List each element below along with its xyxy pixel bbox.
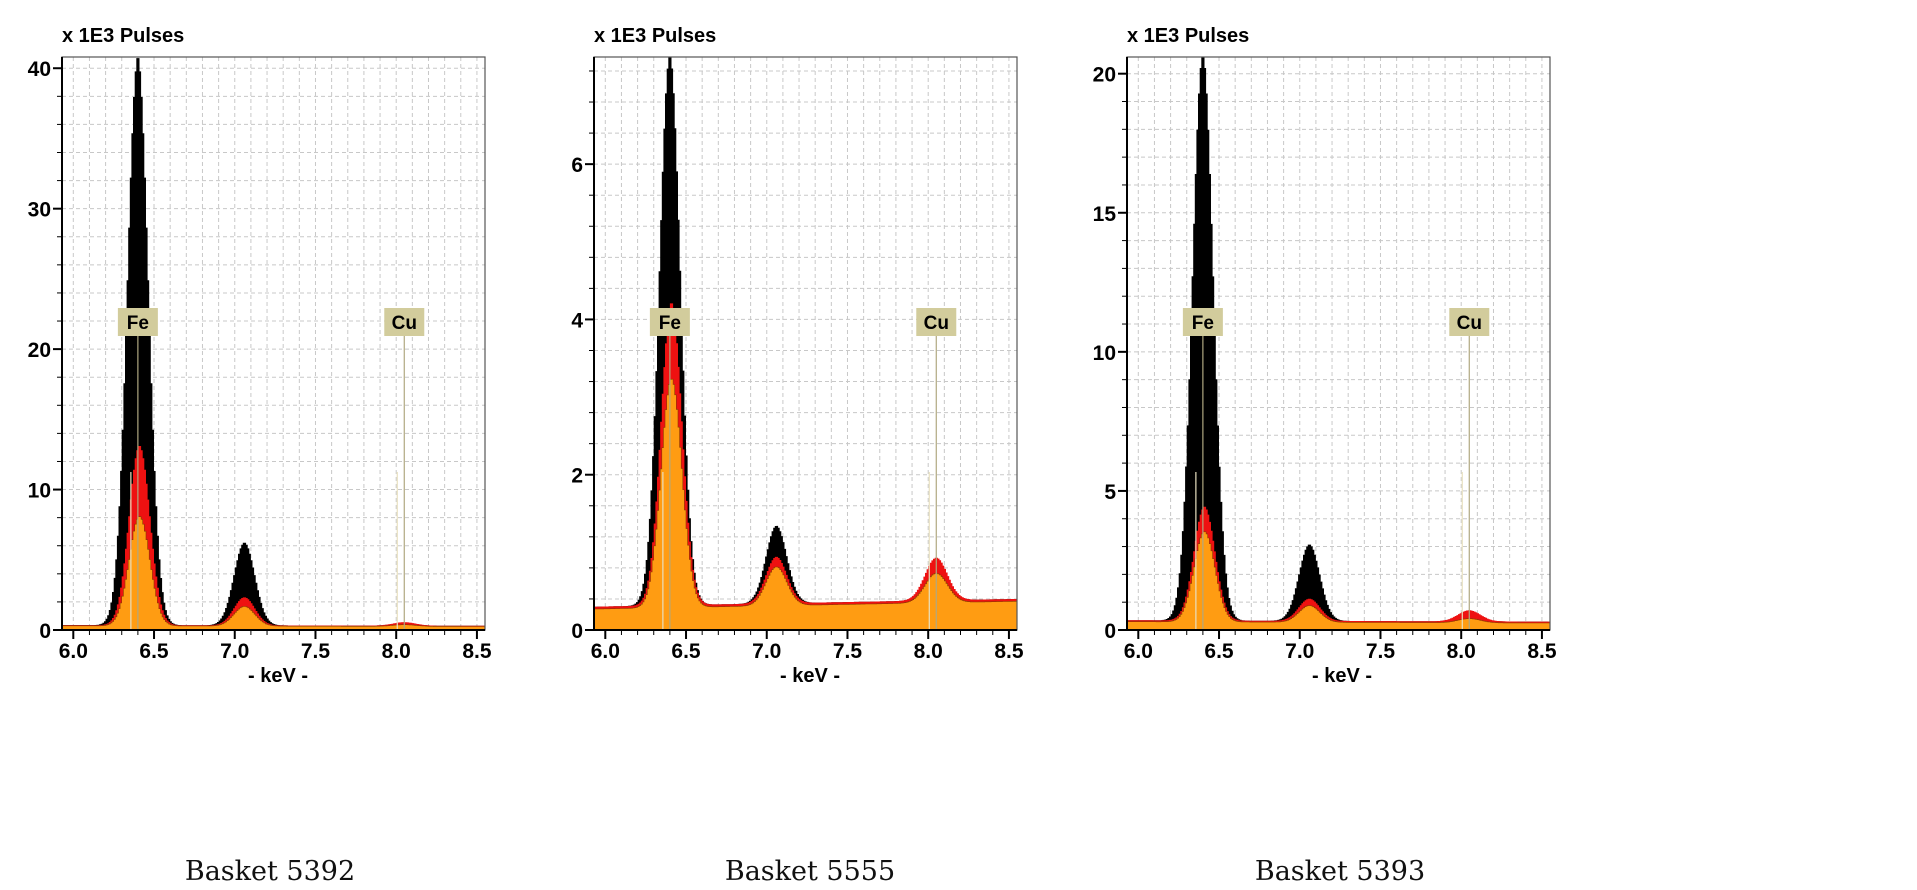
y-tick-label: 0: [571, 620, 583, 643]
element-label-box: [649, 308, 690, 336]
x-tick-label: 7.5: [301, 640, 331, 663]
spectrum-series-orange: [61, 516, 486, 631]
chart-caption: Basket 5393: [1255, 856, 1425, 887]
y-axis-label: x 1E3 Pulses: [1127, 25, 1249, 47]
spectrum-series-orange: [593, 378, 1018, 631]
x-tick-label: 7.5: [1366, 640, 1396, 663]
y-tick-label: 40: [28, 58, 51, 81]
chart-basket-5393: Fe Cu 6.0 6.5 7.0 7.5 8.0 8.5 0 5 10 15 20 x 1E3 Pul…: [1093, 25, 1557, 887]
y-tick-label: 6: [571, 154, 583, 177]
element-label-fe: Fe: [1192, 313, 1214, 334]
element-label-fe: Fe: [659, 313, 681, 334]
spectrum-series-black: [62, 58, 485, 631]
element-label-box: [1449, 308, 1490, 336]
spectrum-series-black: [1127, 57, 1550, 630]
chart-caption: Basket 5555: [725, 856, 895, 887]
x-axis-label: - keV -: [780, 665, 840, 687]
y-tick-label: 5: [1104, 481, 1116, 504]
y-tick-label: 4: [571, 309, 583, 332]
chart-basket-5392: Fe Cu 6.0 6.5 7.0 7.5 8.0 8.5 0 10 20 30 40 x 1E3 Pu…: [28, 25, 492, 887]
x-tick-label: 6.0: [59, 640, 88, 663]
y-tick-label: 20: [28, 339, 51, 362]
x-tick-label: 8.5: [462, 640, 492, 663]
x-tick-label: 7.5: [833, 640, 863, 663]
element-label-box: [1182, 308, 1223, 336]
y-tick-label: 10: [1093, 342, 1116, 365]
x-tick-label: 7.0: [220, 640, 249, 663]
x-tick-label: 8.0: [914, 640, 943, 663]
y-tick-label: 0: [39, 620, 51, 643]
y-tick-label: 20: [1093, 64, 1116, 87]
y-tick-label: 10: [28, 480, 51, 503]
spectrum-series-black: [594, 57, 1017, 630]
x-axis-label: - keV -: [248, 665, 308, 687]
x-axis-label: - keV -: [1312, 665, 1372, 687]
element-label-cu: Cu: [1457, 313, 1482, 334]
x-tick-label: 6.0: [591, 640, 620, 663]
x-tick-label: 8.5: [1527, 640, 1557, 663]
spectrum-series-red: [62, 446, 485, 630]
y-tick-label: 2: [571, 465, 583, 488]
x-tick-label: 7.0: [1285, 640, 1314, 663]
element-label-box: [916, 308, 957, 336]
element-label-cu: Cu: [924, 313, 949, 334]
x-tick-label: 7.0: [752, 640, 781, 663]
element-label-box: [384, 308, 425, 336]
element-label-cu: Cu: [392, 313, 417, 334]
spectrum-series-orange: [1126, 531, 1551, 631]
x-tick-label: 6.5: [1204, 640, 1234, 663]
x-tick-label: 6.5: [671, 640, 701, 663]
chart-caption: Basket 5392: [185, 856, 355, 887]
x-tick-label: 8.0: [1447, 640, 1476, 663]
y-tick-label: 15: [1093, 203, 1117, 226]
x-tick-label: 8.5: [994, 640, 1024, 663]
x-tick-label: 6.5: [139, 640, 169, 663]
element-label-box: [117, 308, 158, 336]
y-axis-label: x 1E3 Pulses: [594, 25, 716, 47]
y-tick-label: 30: [28, 199, 51, 222]
y-tick-label: 0: [1104, 620, 1116, 643]
x-tick-label: 6.0: [1124, 640, 1153, 663]
y-axis-label: x 1E3 Pulses: [62, 25, 184, 47]
x-tick-label: 8.0: [382, 640, 411, 663]
element-label-fe: Fe: [127, 313, 149, 334]
